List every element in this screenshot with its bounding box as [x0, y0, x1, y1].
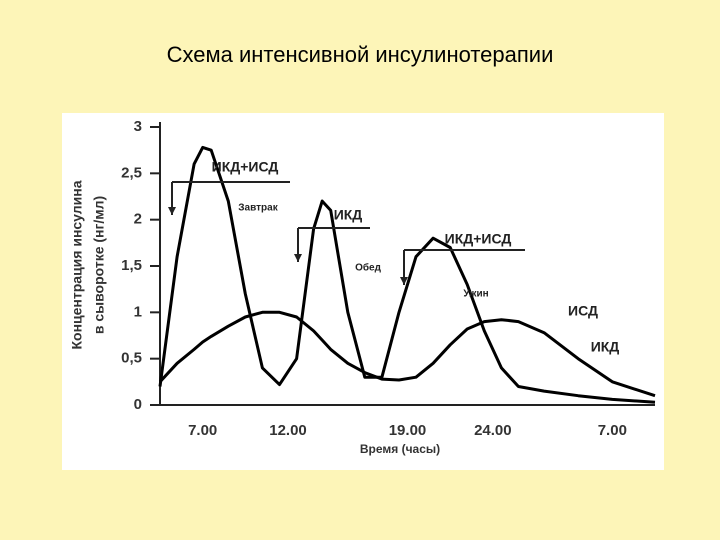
y-axis-label: в сыворотке (нг/мл)	[91, 196, 107, 334]
line-series	[158, 310, 656, 398]
y-tick-label: 1,5	[121, 257, 142, 274]
y-tick-label: 3	[134, 118, 142, 135]
x-tick-label: 7.00	[188, 422, 217, 439]
y-tick-label: 2,5	[121, 164, 142, 181]
x-tick-label: 12.00	[269, 422, 307, 439]
annotation: ИКД+ИСД	[212, 159, 279, 175]
x-tick-label: 7.00	[598, 422, 627, 439]
x-tick-label: 19.00	[389, 422, 427, 439]
y-tick-label: 0	[134, 396, 142, 413]
series-label: ИКД	[591, 339, 620, 355]
line-series	[158, 145, 656, 404]
arrow-head	[400, 277, 408, 285]
chart-area	[62, 113, 664, 470]
y-tick-label: 0,5	[121, 350, 142, 367]
arrow-head	[294, 254, 302, 262]
y-axis-label: Концентрация инсулина	[69, 180, 85, 349]
x-tick-label: 24.00	[474, 422, 512, 439]
y-tick-label: 2	[134, 211, 142, 228]
slide-title: Схема интенсивной инсулинотерапии	[167, 42, 554, 67]
arrow-head	[168, 207, 176, 215]
annotation: Ужин	[463, 289, 488, 300]
series-label: ИСД	[568, 303, 598, 319]
annotation: Завтрак	[238, 203, 278, 214]
y-tick-label: 1	[134, 303, 142, 320]
annotation: ИКД+ИСД	[445, 231, 512, 247]
x-axis-label: Время (часы)	[360, 442, 440, 456]
annotation: Обед	[355, 262, 382, 274]
annotation: ИКД	[334, 207, 363, 223]
